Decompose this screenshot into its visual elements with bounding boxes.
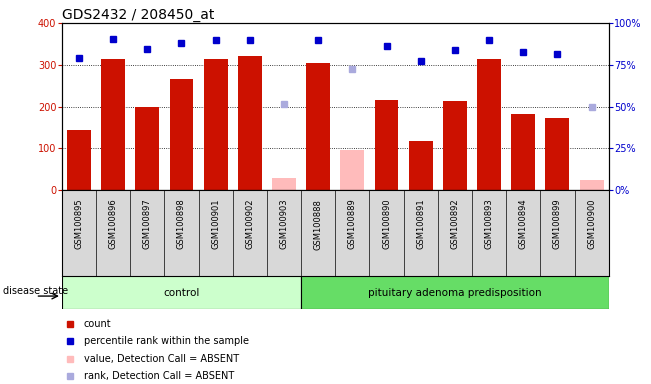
Bar (101, 58, 125, 190)
Text: GSM100892: GSM100892 (450, 199, 460, 249)
Text: GSM100889: GSM100889 (348, 199, 357, 250)
Bar (443, 101, 467, 190)
Text: GSM100900: GSM100900 (587, 199, 596, 249)
Bar (477, 58, 501, 190)
Text: count: count (84, 319, 111, 329)
Text: GSM100903: GSM100903 (279, 199, 288, 249)
Bar (374, 100, 398, 190)
Bar (204, 58, 228, 190)
Text: value, Detection Call = ABSENT: value, Detection Call = ABSENT (84, 354, 239, 364)
Text: GSM100895: GSM100895 (74, 199, 83, 249)
Bar (62, 276, 301, 309)
Text: GDS2432 / 208450_at: GDS2432 / 208450_at (62, 8, 214, 22)
Text: GSM100891: GSM100891 (416, 199, 425, 249)
Bar (272, 177, 296, 190)
Bar (340, 151, 365, 190)
Text: disease state: disease state (3, 286, 68, 296)
Text: pituitary adenoma predisposition: pituitary adenoma predisposition (368, 288, 542, 298)
Bar (409, 141, 433, 190)
Text: GSM100898: GSM100898 (177, 199, 186, 250)
Bar (238, 56, 262, 190)
Bar (579, 180, 603, 190)
Text: control: control (163, 288, 200, 298)
Bar (546, 118, 570, 190)
Text: GSM100896: GSM100896 (109, 199, 118, 250)
Text: GSM100897: GSM100897 (143, 199, 152, 250)
Text: GSM100890: GSM100890 (382, 199, 391, 249)
Text: GSM100893: GSM100893 (484, 199, 493, 250)
Bar (511, 114, 535, 190)
Bar (306, 63, 330, 190)
Text: GSM100899: GSM100899 (553, 199, 562, 249)
Text: GSM100901: GSM100901 (211, 199, 220, 249)
Bar (135, 107, 159, 190)
Text: GSM100888: GSM100888 (314, 199, 323, 250)
Bar (67, 129, 91, 190)
Text: percentile rank within the sample: percentile rank within the sample (84, 336, 249, 346)
Text: GSM100902: GSM100902 (245, 199, 255, 249)
Text: GSM100894: GSM100894 (519, 199, 528, 249)
Bar (301, 276, 609, 309)
Text: rank, Detection Call = ABSENT: rank, Detection Call = ABSENT (84, 371, 234, 381)
Bar (169, 79, 193, 190)
